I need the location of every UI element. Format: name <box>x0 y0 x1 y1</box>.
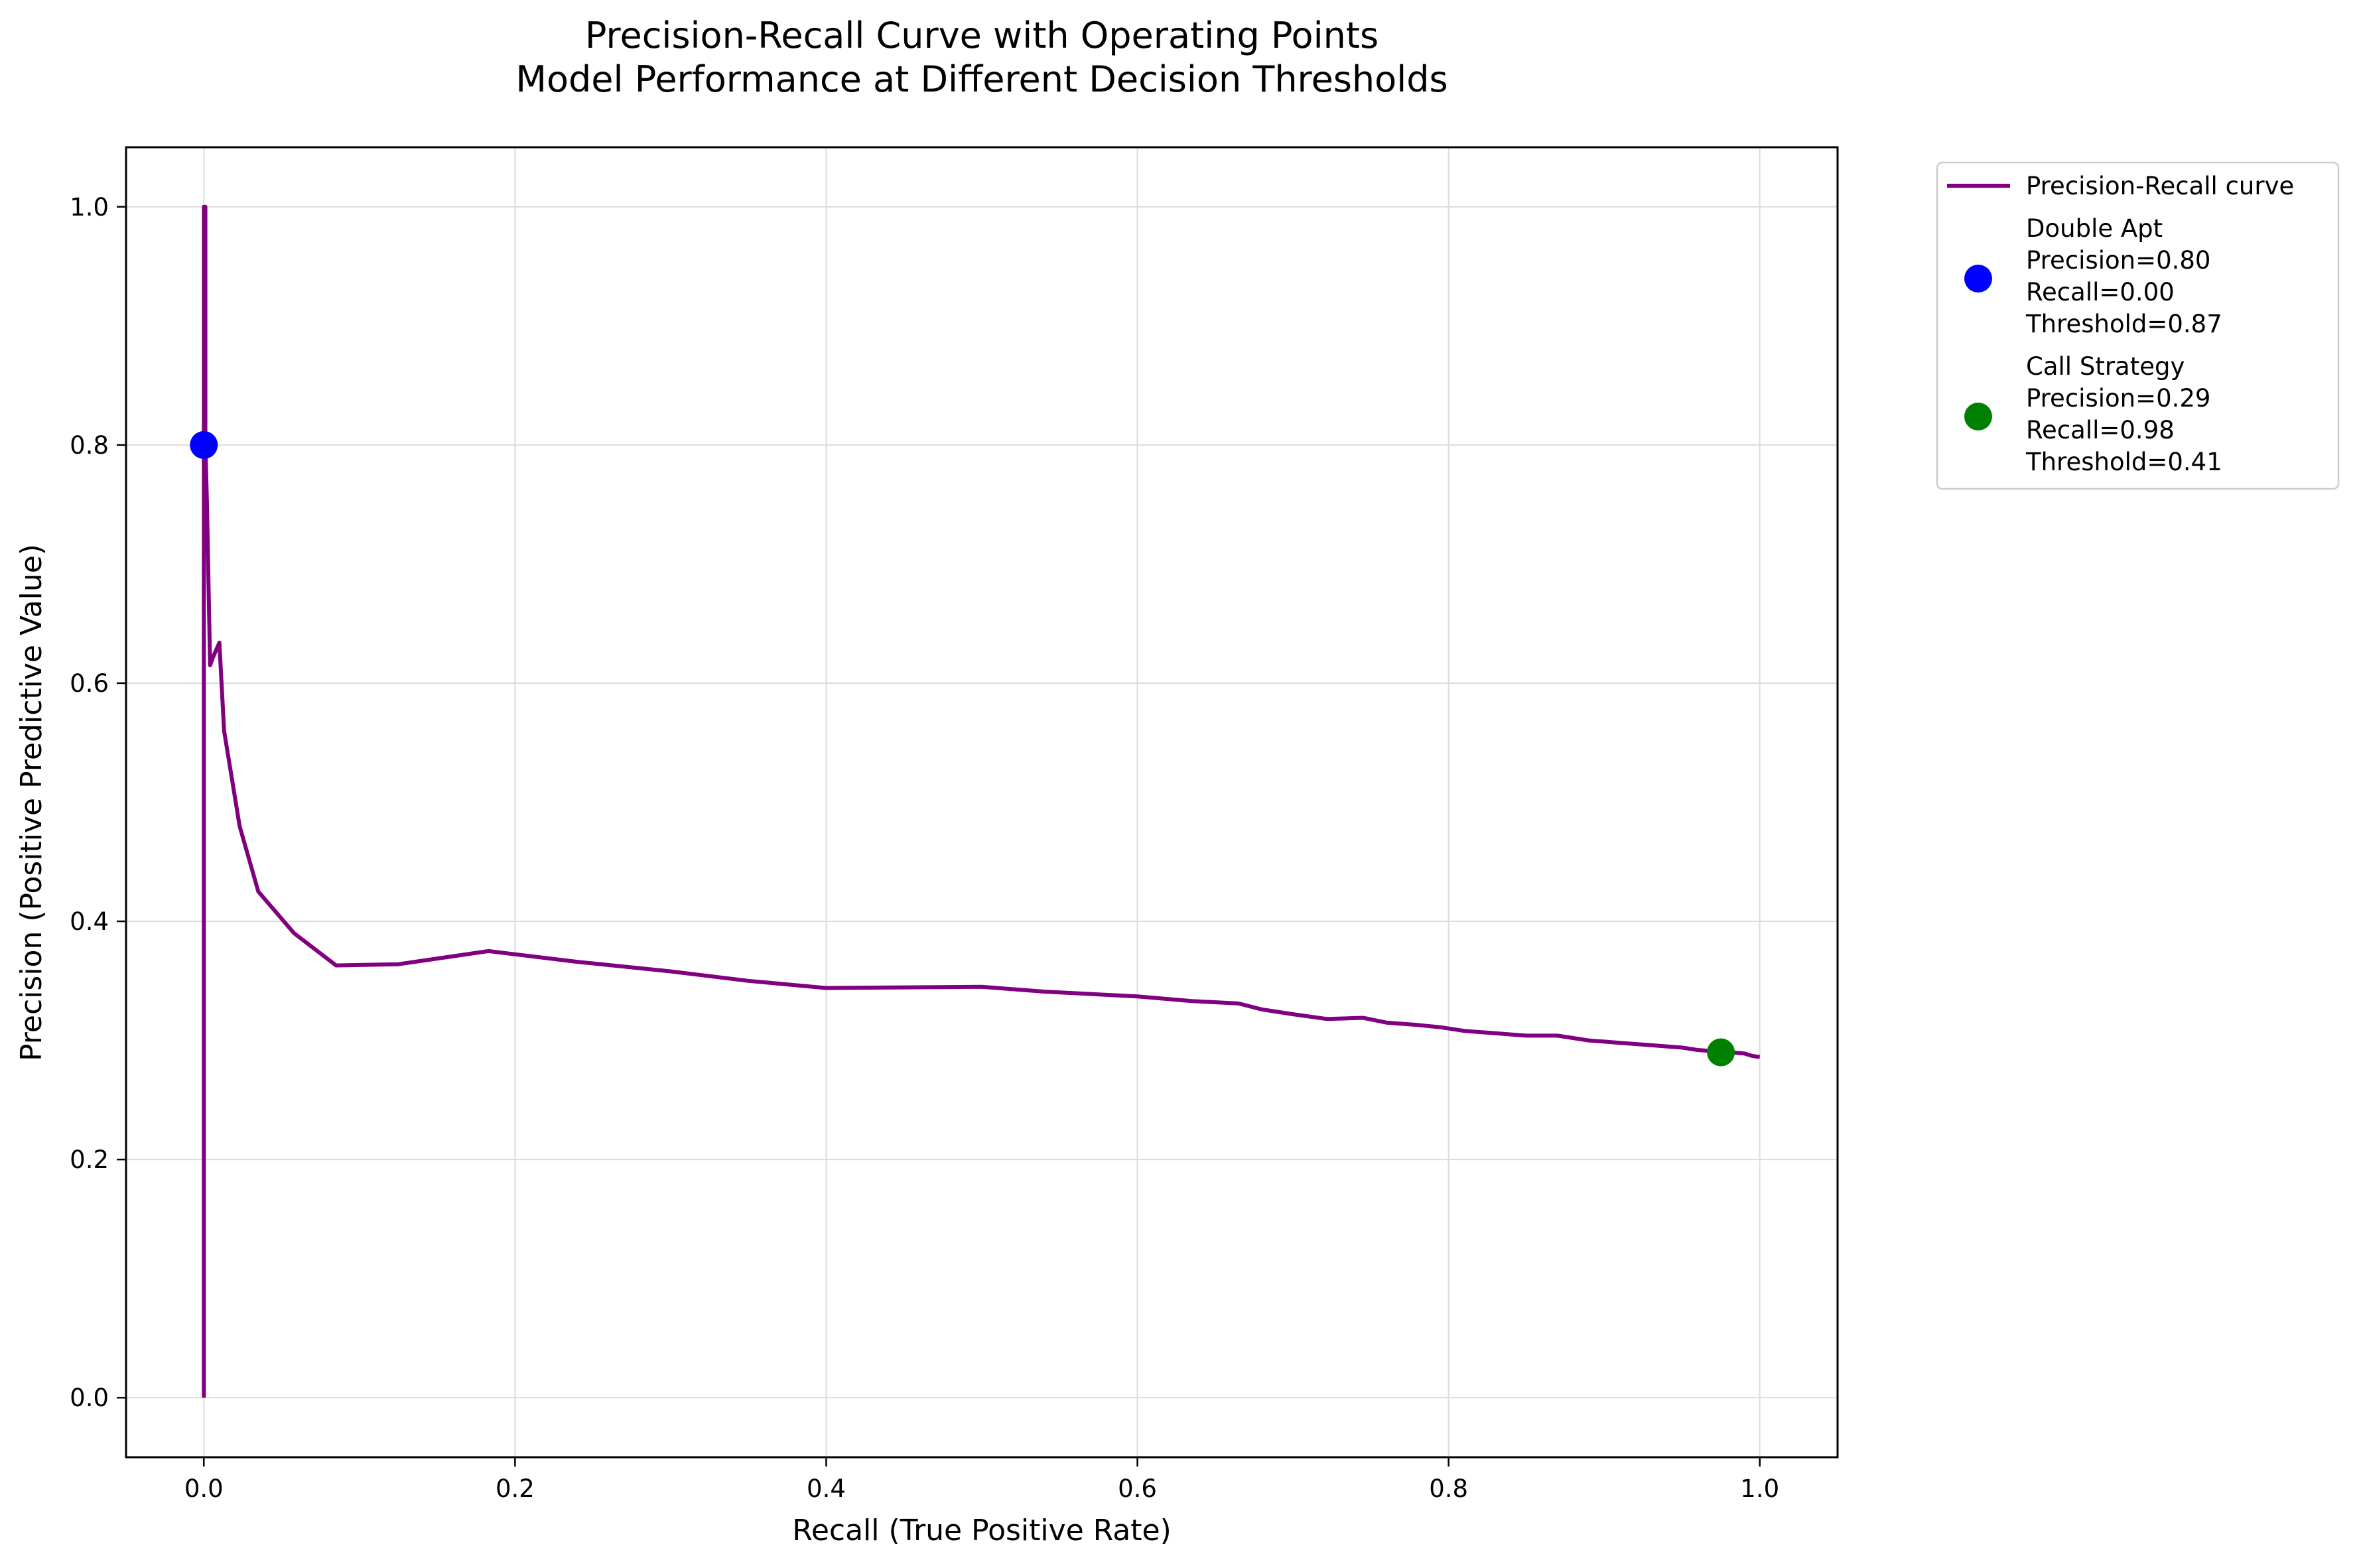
operating-points <box>190 430 1735 1067</box>
legend-recall-call-strategy: Recall=0.98 <box>2026 416 2175 444</box>
chart-subtitle: Model Performance at Different Decision … <box>515 58 1448 100</box>
x-tick-label: 1.0 <box>1740 1474 1779 1503</box>
legend-frame <box>1936 161 2340 490</box>
legend-label-call-strategy: Call Strategy <box>2026 352 2185 381</box>
y-axis-label: Precision (Positive Predictive Value) <box>15 544 48 1061</box>
grid <box>126 147 1838 1457</box>
legend-marker-call-strategy <box>1964 403 1992 430</box>
y-axis-ticks: 0.0 0.2 0.4 0.6 0.8 1.0 <box>70 193 126 1412</box>
x-tick-label: 0.0 <box>184 1474 224 1503</box>
legend-threshold-double-apt: Threshold=0.87 <box>2025 310 2222 338</box>
x-tick-label: 0.4 <box>807 1474 846 1503</box>
legend-threshold-call-strategy: Threshold=0.41 <box>2025 448 2222 476</box>
legend-label-double-apt: Double Apt <box>2026 214 2163 243</box>
plot-area <box>202 204 1761 1398</box>
y-tick-label: 0.6 <box>70 669 109 698</box>
y-tick-label: 0.2 <box>70 1145 109 1174</box>
x-axis-label: Recall (True Positive Rate) <box>792 1514 1172 1547</box>
x-tick-label: 0.6 <box>1118 1474 1157 1503</box>
legend-precision-call-strategy: Precision=0.29 <box>2026 384 2210 413</box>
x-axis-ticks: 0.0 0.2 0.4 0.6 0.8 1.0 <box>184 1457 1779 1503</box>
x-tick-label: 0.2 <box>496 1474 535 1503</box>
legend-marker-double-apt <box>1964 265 1992 293</box>
y-tick-label: 1.0 <box>70 193 109 222</box>
x-tick-label: 0.8 <box>1429 1474 1468 1503</box>
y-tick-label: 0.8 <box>70 431 109 460</box>
legend-label-curve: Precision-Recall curve <box>2026 172 2294 200</box>
chart-title: Precision-Recall Curve with Operating Po… <box>585 15 1379 56</box>
legend-precision-double-apt: Precision=0.80 <box>2026 246 2210 275</box>
precision-recall-curve-line <box>202 204 1761 1398</box>
operating-point-double-apt <box>190 430 218 459</box>
legend: Precision-Recall curve Double Apt Precis… <box>1936 161 2340 490</box>
y-tick-label: 0.4 <box>70 907 109 936</box>
plot-frame <box>125 146 1839 1459</box>
y-tick-label: 0.0 <box>70 1384 109 1412</box>
legend-recall-double-apt: Recall=0.00 <box>2026 278 2175 306</box>
operating-point-call-strategy <box>1707 1038 1735 1067</box>
